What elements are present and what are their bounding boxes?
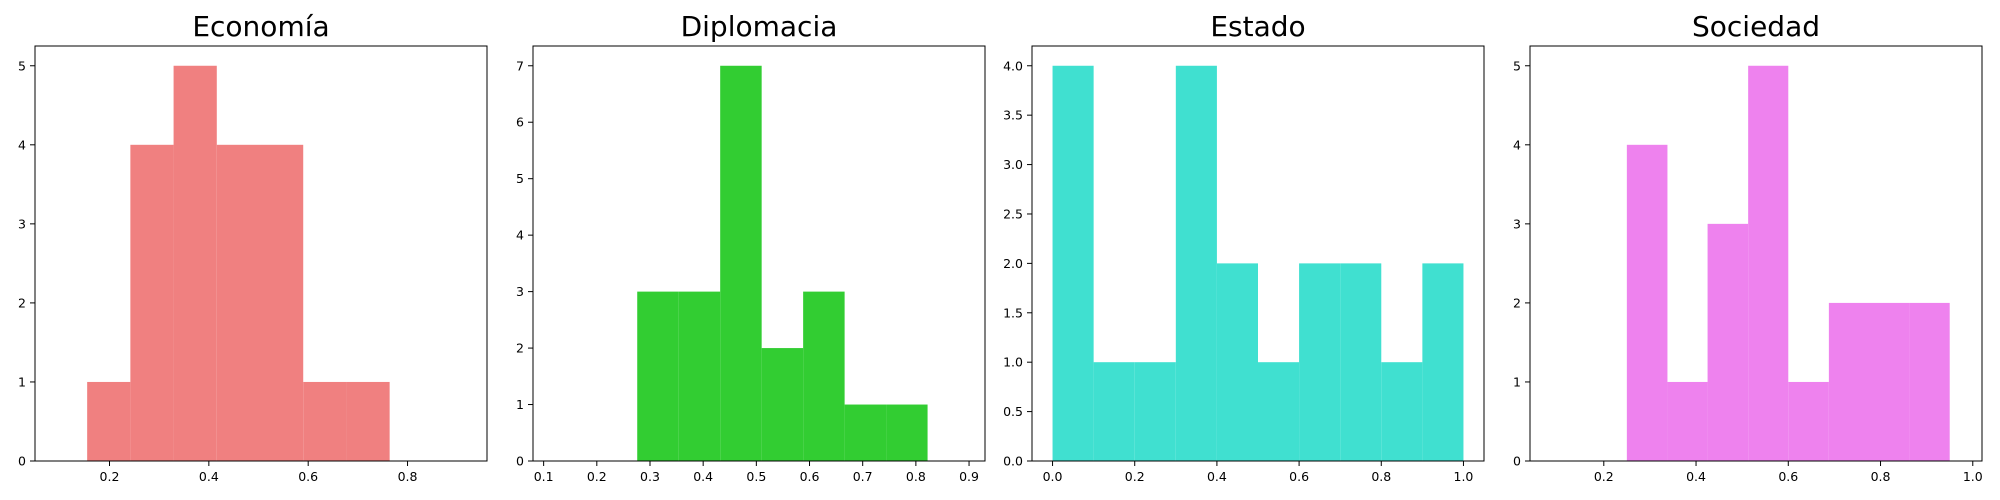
histogram-bar [1340, 263, 1382, 461]
histogram-bar [1052, 65, 1094, 461]
histogram-bar [761, 348, 804, 461]
x-tick-label: 0.4 [199, 469, 219, 484]
histogram-bar [844, 404, 887, 461]
histogram-bar [1093, 362, 1135, 461]
x-tick-label: 0.4 [1207, 469, 1227, 484]
plot-frame [532, 45, 986, 462]
y-tick-label: 3 [516, 284, 524, 299]
x-tick-label: 0.1 [534, 469, 554, 484]
subplot-2: 0.0 0.2 0.4 0.6 0.8 1.0 0.0 0.5 1.0 1.5 2.0 2.5 3.0 3… [1003, 10, 1485, 484]
x-tick-label: 0.6 [1778, 469, 1798, 484]
y-tick-label: 1 [516, 397, 524, 412]
x-tick-label: 0.0 [1043, 469, 1063, 484]
histogram-bar [886, 404, 928, 461]
x-tick-label: 0.6 [298, 469, 318, 484]
histogram-bar [1707, 223, 1749, 461]
y-tick-label: 2.0 [1003, 256, 1023, 271]
histogram-bar [720, 65, 762, 461]
x-tick-label: 0.6 [800, 469, 820, 484]
histogram-bar [87, 381, 131, 461]
y-tick-label: 0 [1513, 454, 1521, 469]
y-tick-label: 5 [18, 58, 26, 73]
histogram-bar [1828, 302, 1869, 461]
y-tick-label: 0.0 [1003, 454, 1023, 469]
y-tick-label: 1.5 [1003, 305, 1023, 320]
y-tick-label: 5 [1513, 58, 1521, 73]
x-tick-label: 0.9 [959, 469, 979, 484]
x-tick-label: 0.4 [1686, 469, 1706, 484]
x-tick-label: 1.0 [1454, 469, 1474, 484]
x-tick-label: 0.5 [746, 469, 766, 484]
histogram-bar [1299, 263, 1341, 461]
histogram-bar [260, 144, 304, 462]
y-tick-label: 3 [1513, 216, 1521, 231]
x-tick-label: 0.2 [1594, 469, 1614, 484]
y-tick-label: 1 [1513, 374, 1521, 389]
subplot-title: Economía [192, 10, 329, 43]
histogram-bar [130, 144, 174, 462]
histogram-bar [1626, 144, 1668, 462]
histogram-bar [1748, 65, 1789, 461]
y-tick-label: 2 [516, 341, 524, 356]
plot-frame [1031, 45, 1485, 462]
histogram-bar [216, 144, 261, 462]
subplot-title: Sociedad [1692, 10, 1820, 43]
histogram-bar [1216, 263, 1258, 461]
x-tick-label: 0.8 [398, 469, 418, 484]
x-tick-label: 0.6 [1289, 469, 1309, 484]
y-tick-label: 0 [516, 454, 524, 469]
y-tick-label: 3.0 [1003, 157, 1023, 172]
plot-frame [34, 45, 488, 462]
y-tick-label: 4 [18, 137, 26, 152]
y-tick-label: 5 [516, 171, 524, 186]
histogram-bar [346, 381, 390, 461]
y-tick-label: 6 [516, 115, 524, 130]
y-tick-label: 0.5 [1003, 404, 1023, 419]
x-tick-label: 0.7 [853, 469, 873, 484]
histogram-bar [678, 291, 721, 461]
y-tick-label: 3 [18, 216, 26, 231]
y-tick-label: 1.0 [1003, 355, 1023, 370]
histogram-bar [1175, 65, 1217, 461]
subplot-title: Estado [1210, 10, 1305, 43]
y-tick-label: 3.5 [1003, 108, 1023, 123]
y-tick-label: 1 [18, 374, 26, 389]
histogram-bar [803, 291, 845, 461]
x-tick-label: 0.3 [640, 469, 660, 484]
subplot-title: Diplomacia [681, 10, 838, 43]
histogram-bar [1381, 362, 1423, 461]
y-tick-label: 2 [1513, 295, 1521, 310]
histogram-bar [1422, 263, 1464, 461]
histogram-bar [1134, 362, 1176, 461]
subplot-1: 0.1 0.2 0.3 0.4 0.5 0.6 0.7 0.8 0.9 0 1 2 3 4 5 6 7 Diplo… [516, 10, 986, 484]
plot-frame [1529, 45, 1983, 462]
histogram-bar [637, 291, 679, 461]
histogram-bar [1258, 362, 1300, 461]
histogram-bar [1909, 302, 1950, 461]
y-tick-label: 2 [18, 295, 26, 310]
x-tick-label: 0.8 [906, 469, 926, 484]
x-tick-label: 0.8 [1871, 469, 1891, 484]
x-tick-label: 0.2 [587, 469, 607, 484]
x-tick-label: 0.2 [1125, 469, 1145, 484]
y-tick-label: 0 [18, 454, 26, 469]
histogram-bar [173, 65, 217, 461]
y-tick-label: 4.0 [1003, 58, 1023, 73]
y-tick-label: 7 [516, 58, 524, 73]
x-tick-label: 0.4 [693, 469, 713, 484]
histogram-bar [1788, 381, 1829, 461]
y-tick-label: 4 [1513, 137, 1521, 152]
subplot-3: 0.2 0.4 0.6 0.8 1.0 0 1 2 3 4 5 Sociedad [1513, 10, 1983, 484]
y-tick-label: 4 [516, 228, 524, 243]
histogram-bar [1869, 302, 1910, 461]
x-tick-label: 1.0 [1963, 469, 1983, 484]
histogram-bar [303, 381, 347, 461]
histogram-bar [1667, 381, 1708, 461]
x-tick-label: 0.8 [1371, 469, 1391, 484]
x-tick-label: 0.2 [100, 469, 120, 484]
y-tick-label: 2.5 [1003, 206, 1023, 221]
subplot-0: 0.2 0.4 0.6 0.8 0 1 2 3 4 5 Economía [18, 10, 488, 484]
